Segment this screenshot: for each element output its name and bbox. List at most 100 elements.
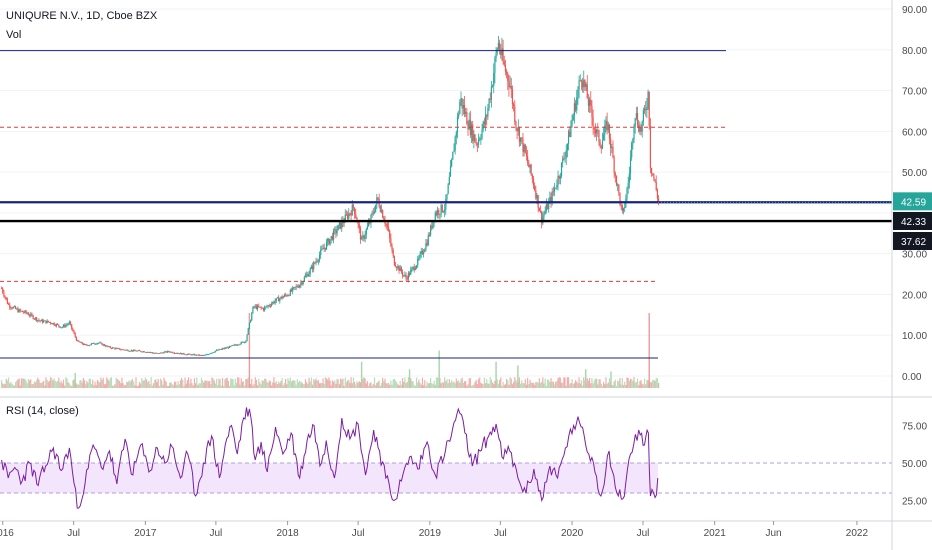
candle-body: [372, 212, 374, 214]
candle-body: [456, 116, 459, 133]
candle-body: [3, 292, 5, 297]
candle-body: [115, 348, 117, 349]
candle-body: [299, 285, 301, 288]
candle-body: [412, 266, 414, 269]
candle-body: [509, 85, 511, 88]
volume-bar: [484, 383, 487, 388]
price-candles: [0, 36, 660, 357]
volume-bar: [41, 381, 44, 388]
volume-spike: [248, 313, 251, 388]
candle-body: [638, 124, 640, 132]
volume-bar: [603, 382, 605, 388]
candle-body: [156, 352, 158, 354]
volume-bar: [263, 378, 266, 388]
horizontal-levels[interactable]: [0, 50, 892, 359]
candle-body: [442, 211, 445, 213]
volume-bar: [301, 382, 303, 388]
candle-body: [604, 125, 606, 135]
volume-bar: [169, 382, 171, 388]
volume-bar: [444, 377, 446, 388]
candle-body: [279, 298, 281, 302]
volume-bar: [116, 379, 118, 388]
volume-bar: [529, 379, 531, 388]
candle-body: [38, 319, 40, 321]
volume-bar: [219, 379, 221, 388]
price-axis[interactable]: 90.00 80.00 70.00 60.00 50.00 30.00 20.00 10.00…: [902, 5, 927, 383]
volume-bar: [19, 385, 21, 388]
candle-body: [238, 344, 240, 346]
volume-bar: [422, 385, 425, 388]
candle-body: [525, 152, 528, 157]
volume-bar: [144, 377, 146, 388]
volume-bar: [654, 381, 656, 388]
candle-body: [295, 286, 297, 288]
candle-body: [188, 353, 190, 355]
candle-body: [549, 197, 551, 202]
volume-bar: [331, 380, 334, 388]
volume-bar: [613, 381, 615, 388]
volume-bar: [276, 383, 279, 388]
volume-bar: [148, 380, 150, 388]
volume-legend[interactable]: Vol: [6, 29, 22, 41]
volume-bar: [578, 377, 580, 388]
candle-body: [78, 340, 80, 342]
candle-body: [102, 344, 104, 346]
volume-bar: [55, 381, 58, 388]
candle-body: [206, 354, 208, 356]
candle-body: [393, 255, 395, 266]
candle-body: [368, 222, 370, 227]
price-tick-label: 30.00: [902, 250, 927, 261]
candle-body: [400, 267, 402, 272]
price-tick-label: 50.00: [902, 168, 927, 179]
rsi-tick-label: 25.00: [902, 497, 927, 508]
candle-body: [316, 261, 318, 263]
volume-bar: [249, 384, 252, 388]
volume-bar: [200, 377, 203, 388]
candle-body: [383, 217, 385, 221]
volume-bar: [410, 377, 412, 388]
volume-bar: [24, 379, 26, 388]
symbol-title[interactable]: UNIQURE N.V., 1D, Cboe BZX: [6, 10, 158, 22]
candle-body: [178, 353, 180, 355]
candle-body: [605, 120, 607, 126]
candle-body: [323, 247, 325, 249]
volume-bar: [531, 383, 533, 388]
candle-body: [579, 80, 581, 82]
candle-body: [320, 249, 322, 256]
candle-body: [646, 107, 648, 111]
candle-body: [606, 120, 608, 131]
candle-body: [466, 111, 468, 125]
volume-bar: [166, 385, 169, 388]
volume-bar: [266, 381, 268, 388]
rsi-axis[interactable]: 75.00 50.00 25.00: [902, 422, 927, 508]
candle-body: [259, 306, 261, 308]
candle-body: [573, 103, 576, 116]
time-axis[interactable]: 2016 Jul 2017 Jul 2018 Jul 2019 Jul 2020 Jul 2021 J…: [0, 521, 868, 539]
candle-body: [494, 58, 496, 73]
volume-bar: [303, 384, 305, 388]
volume-bar: [368, 385, 370, 388]
candle-body: [650, 167, 653, 174]
volume-bar: [126, 381, 128, 388]
candle-body: [636, 113, 639, 125]
rsi-legend[interactable]: RSI (14, close): [6, 405, 79, 417]
candle-body: [389, 230, 391, 239]
candle-body: [501, 48, 503, 56]
candle-body: [629, 157, 632, 174]
volume-bar: [502, 381, 504, 388]
volume-bar: [559, 377, 561, 388]
candle-body: [147, 352, 149, 353]
candle-body: [600, 146, 602, 149]
volume-bar: [180, 377, 183, 388]
volume-bar: [566, 377, 568, 388]
volume-bar: [508, 384, 510, 388]
volume-bar: [472, 385, 474, 388]
volume-bar: [428, 382, 431, 388]
volume-bar: [393, 378, 395, 388]
candle-body: [14, 306, 17, 309]
volume-bar: [505, 378, 508, 388]
candle-body: [311, 266, 314, 270]
volume-bar: [293, 379, 295, 388]
volume-bar: [487, 383, 489, 388]
